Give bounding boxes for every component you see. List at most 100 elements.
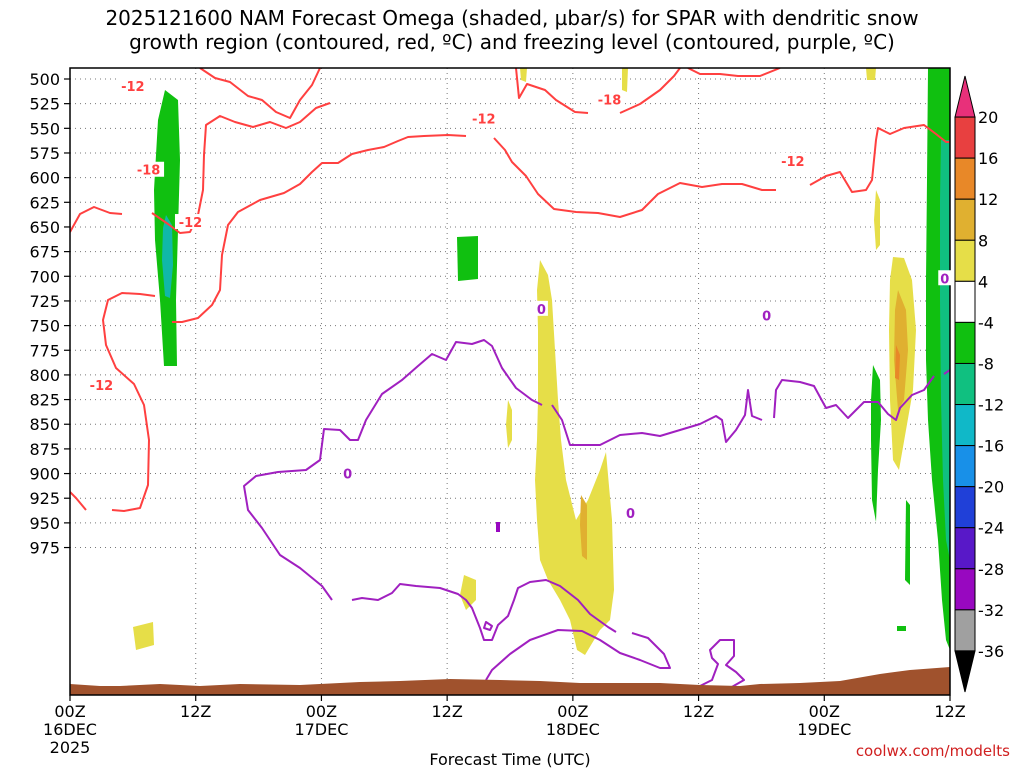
x-tick-label: 12Z (683, 702, 714, 721)
colorbar-swatch (954, 486, 976, 529)
y-tick-label: 875 (29, 440, 60, 459)
colorbar-label: 20 (978, 108, 998, 127)
red-contour-18-mid (515, 68, 681, 114)
red-contours (70, 68, 950, 512)
chart-title-line-1: 2025121600 NAM Forecast Omega (shaded, µ… (105, 6, 919, 30)
y-tick-label: 675 (29, 243, 60, 262)
red-contour-18-left (70, 102, 331, 234)
chart-title: 2025121600 NAM Forecast Omega (shaded, µ… (0, 6, 1024, 54)
purple-contour-label: 0 (762, 310, 771, 325)
red-contour-12-loop-left (172, 134, 776, 323)
purple-contour-0-main (243, 339, 671, 681)
omega-region-orange-main (580, 495, 587, 560)
omega-region-green-east-left (871, 365, 881, 522)
red-contour-label: -12 (90, 379, 114, 394)
omega-region-green-mid (457, 236, 478, 281)
y-tick-label: 975 (29, 539, 60, 558)
x-tick-label: 00Z (54, 702, 85, 721)
contour-label-bg (760, 307, 774, 323)
colorbar-swatch (954, 445, 976, 488)
plot-area (70, 68, 950, 695)
omega-region-green-east-dot (897, 626, 906, 631)
omega-region-yellow-east-small (874, 190, 880, 250)
red-contour-label: -18 (598, 94, 622, 109)
colorbar-label: -12 (978, 396, 1004, 415)
x-tick-date: 18DEC (546, 720, 600, 739)
colorbar-swatch (954, 116, 976, 159)
x-tick-label: 00Z (809, 702, 840, 721)
y-tick-label: 500 (29, 70, 60, 89)
x-tick-date: 17DEC (294, 720, 348, 739)
red-contour-label: -18 (137, 164, 161, 179)
colorbar-label: 12 (978, 190, 998, 209)
colorbar-label: 8 (978, 231, 988, 250)
y-tick-label: 575 (29, 144, 60, 163)
x-tick-date: 19DEC (797, 720, 851, 739)
colorbar-label: -16 (978, 437, 1004, 456)
contour-label-bg (117, 77, 149, 93)
omega-region-yellow-sw (133, 622, 154, 650)
colorbar-swatch (954, 404, 976, 447)
colorbar-label: -4 (978, 313, 994, 332)
colorbar: 20 16 12 8 4 -4 -8 -12 -16 -20 -24 -28 -32 -36 (954, 75, 1004, 693)
y-tick-label: 750 (29, 317, 60, 336)
omega-region-green-east-mid (905, 500, 910, 585)
red-contour-12-upper-left (199, 68, 321, 119)
colorbar-swatch (954, 609, 976, 652)
colorbar-swatch (954, 280, 976, 323)
contour-label-bg (468, 110, 500, 126)
y-tick-label: 825 (29, 391, 60, 410)
contour-label-bg (623, 505, 637, 521)
colorbar-swatch (954, 198, 976, 241)
contour-label-bg (534, 300, 548, 316)
colorbar-label: -20 (978, 478, 1004, 497)
y-tick-label: 950 (29, 514, 60, 533)
omega-region-teal-east-edge (940, 140, 950, 560)
colorbar-top-arrow (954, 75, 976, 118)
x-tick-label: 12Z (431, 702, 462, 721)
purple-contour-label: 0 (626, 507, 635, 522)
colorbar-swatch (954, 527, 976, 570)
contour-label-bg (938, 270, 952, 286)
purple-contour-label: 0 (343, 468, 352, 483)
contour-label-bg (341, 465, 355, 481)
contour-label-bg (174, 214, 206, 230)
red-contour-label: -12 (472, 112, 496, 127)
colorbar-bottom-arrow (954, 650, 976, 693)
plot-border (69, 67, 951, 696)
colorbar-label: -32 (978, 601, 1004, 620)
omega-region-yellow-top-3 (866, 68, 876, 80)
x-tick-year: 2025 (50, 738, 91, 757)
y-tick-label: 900 (29, 465, 60, 484)
contour-label-bg (85, 376, 117, 392)
grid-lines (69, 68, 951, 695)
x-axis-title: Forecast Time (UTC) (429, 750, 590, 768)
omega-region-yellow-main (535, 260, 614, 655)
purple-contour-0-loop-1 (483, 621, 493, 631)
red-contour-12-lower-left (70, 292, 156, 512)
colorbar-label: -8 (978, 354, 994, 373)
y-tick-label: 800 (29, 366, 60, 385)
x-tick-label: 12Z (934, 702, 965, 721)
y-tick-label: 525 (29, 95, 60, 114)
y-tick-label: 925 (29, 489, 60, 508)
omega-shading (133, 68, 950, 655)
y-tick-label: 850 (29, 415, 60, 434)
colorbar-swatch (954, 239, 976, 282)
red-contour-label: -12 (179, 216, 203, 231)
purple-contour-label: 0 (537, 303, 546, 318)
credit-text: coolwx.com/modelts (855, 742, 1010, 760)
red-contour-label: -12 (121, 80, 145, 95)
colorbar-label: -24 (978, 519, 1004, 538)
red-contour-12-right (809, 124, 950, 193)
omega-region-yellow-top-2 (622, 68, 628, 92)
contour-labels: -12 -18 -12 -12 -12 -18 -12 0 0 0 0 0 (85, 77, 952, 522)
omega-region-yellow-sliver-1 (506, 400, 512, 448)
colorbar-label: -28 (978, 560, 1004, 579)
purple-contour-label: 0 (940, 272, 949, 287)
colorbar-swatch (954, 362, 976, 406)
contour-label-bg (133, 161, 165, 177)
omega-region-yellow-top-1 (520, 68, 527, 82)
y-tick-label: 625 (29, 193, 60, 212)
